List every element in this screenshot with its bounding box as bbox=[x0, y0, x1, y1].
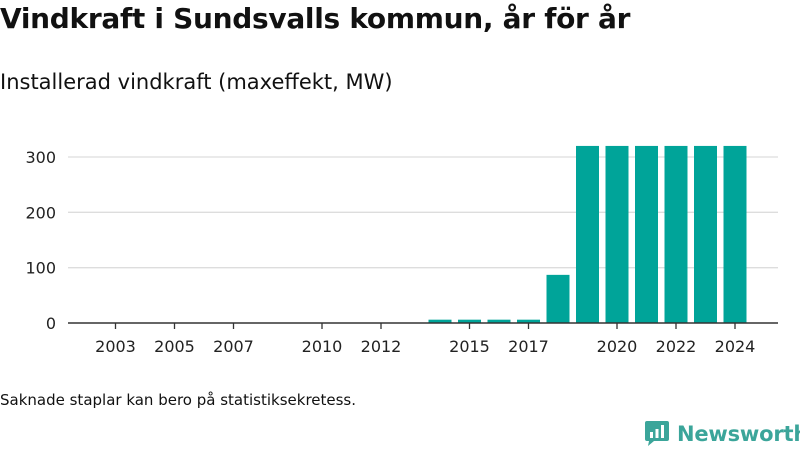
bar-2018 bbox=[546, 274, 570, 323]
x-tick-label: 2020 bbox=[597, 337, 638, 356]
y-tick-label: 100 bbox=[25, 259, 56, 278]
bar-2014 bbox=[428, 319, 452, 323]
x-tick-label: 2024 bbox=[715, 337, 756, 356]
grid-lines bbox=[68, 156, 778, 269]
bar-2015 bbox=[458, 319, 481, 323]
x-tick-label: 2012 bbox=[361, 337, 402, 356]
x-axis bbox=[68, 322, 778, 329]
bar-2016 bbox=[487, 319, 511, 323]
bar-2017 bbox=[517, 319, 540, 323]
x-tick-label: 2010 bbox=[302, 337, 343, 356]
brand-logo: Newsworthy bbox=[644, 420, 800, 447]
brand-name: Newsworthy bbox=[677, 421, 800, 446]
x-tick-label: 2017 bbox=[508, 337, 549, 356]
bar-2020 bbox=[605, 145, 629, 323]
bar-2021 bbox=[635, 145, 658, 323]
newsworthy-logo-icon bbox=[645, 421, 669, 446]
y-tick-label: 200 bbox=[25, 203, 56, 222]
x-tick-label: 2003 bbox=[95, 337, 136, 356]
bar-2024 bbox=[723, 145, 747, 323]
x-tick-label: 2005 bbox=[154, 337, 195, 356]
tick-labels: 0 100 200 300 2003 2005 2007 2010 2012 2015 2017 20… bbox=[25, 148, 755, 356]
x-tick-label: 2022 bbox=[656, 337, 697, 356]
y-tick-label: 300 bbox=[25, 148, 56, 167]
chart-subtitle: Installerad vindkraft (maxeffekt, MW) bbox=[0, 70, 393, 94]
bars bbox=[428, 145, 747, 323]
bar-chart: 0 100 200 300 2003 2005 2007 2010 2012 2015 2017 20… bbox=[25, 145, 778, 356]
footnote: Saknade staplar kan bero på statistiksek… bbox=[0, 391, 357, 409]
bar-2019 bbox=[576, 145, 599, 323]
chart-title: Vindkraft i Sundsvalls kommun, år för år bbox=[0, 2, 631, 35]
y-tick-label: 0 bbox=[46, 314, 56, 333]
bar-2022 bbox=[664, 145, 688, 323]
bar-2023 bbox=[694, 145, 717, 323]
x-tick-label: 2007 bbox=[213, 337, 254, 356]
x-tick-label: 2015 bbox=[449, 337, 490, 356]
